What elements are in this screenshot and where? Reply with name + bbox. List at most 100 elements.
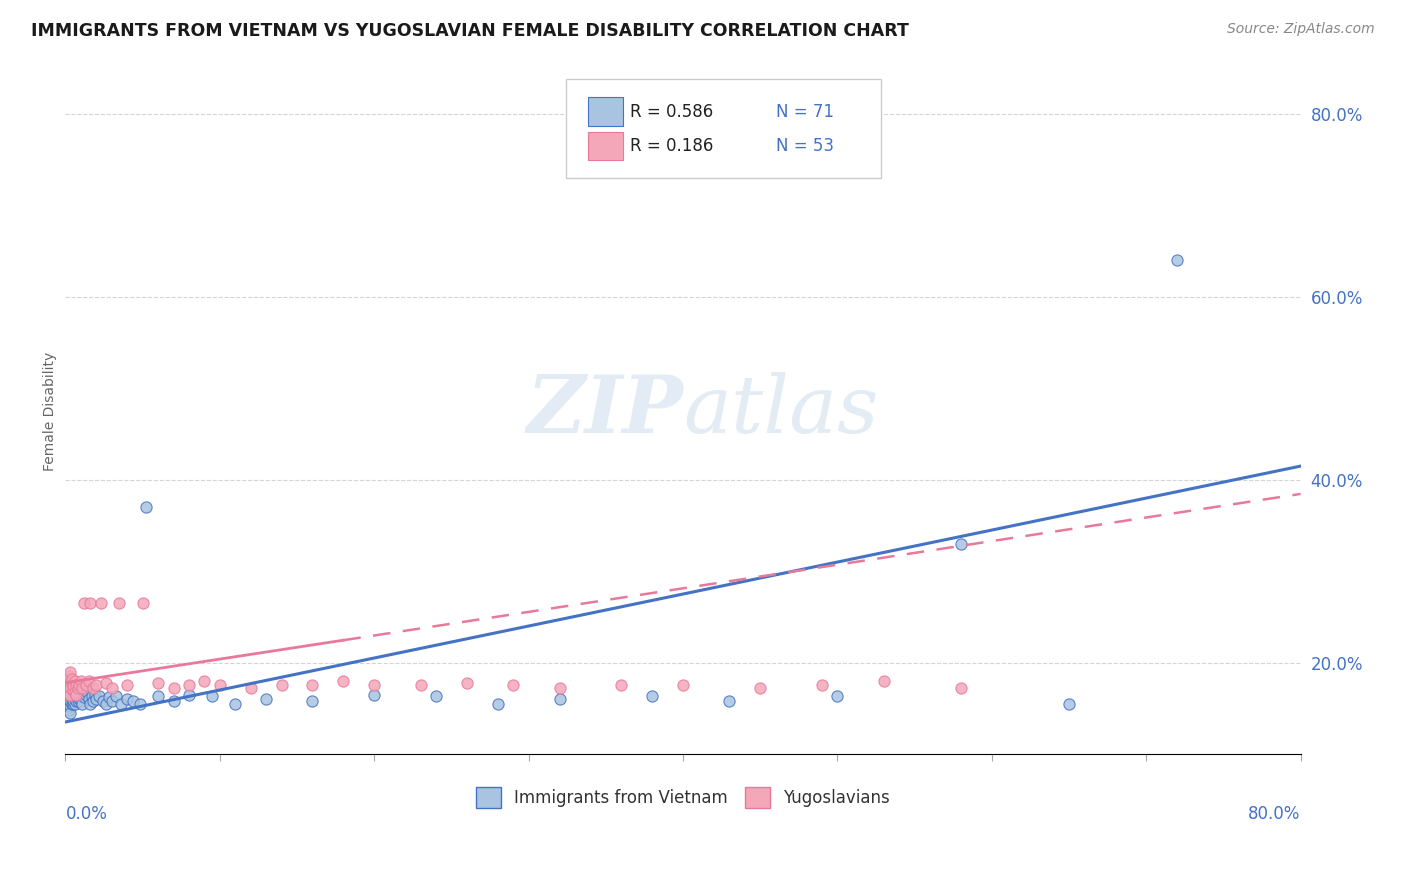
Point: [162, 681, 184, 695]
Point: [177, 688, 200, 702]
Point: [70, 688, 93, 702]
Text: 80.0%: 80.0%: [1249, 805, 1301, 823]
FancyBboxPatch shape: [588, 97, 623, 126]
Point: [548, 692, 571, 706]
Point: [80, 690, 103, 704]
Point: [254, 692, 277, 706]
Point: [873, 673, 896, 688]
Y-axis label: Female Disability: Female Disability: [44, 351, 58, 471]
Point: [548, 681, 571, 695]
Point: [135, 500, 157, 515]
Point: [56, 694, 79, 708]
Point: [97, 690, 120, 705]
Point: [224, 697, 246, 711]
Point: [718, 694, 741, 708]
Point: [115, 678, 138, 692]
Point: [332, 673, 354, 688]
Point: [72, 681, 94, 695]
Point: [63, 673, 86, 688]
Point: [65, 688, 87, 702]
Point: [1166, 253, 1188, 268]
Point: [65, 678, 87, 692]
Point: [301, 694, 323, 708]
Point: [60, 675, 83, 690]
Point: [128, 697, 150, 711]
Point: [59, 665, 82, 679]
Point: [65, 688, 87, 702]
Point: [62, 688, 84, 702]
Point: [75, 678, 97, 692]
Point: [425, 690, 447, 704]
Point: [86, 692, 108, 706]
Point: [62, 694, 84, 708]
Text: R = 0.186: R = 0.186: [630, 137, 713, 155]
Text: IMMIGRANTS FROM VIETNAM VS YUGOSLAVIAN FEMALE DISABILITY CORRELATION CHART: IMMIGRANTS FROM VIETNAM VS YUGOSLAVIAN F…: [31, 22, 908, 40]
Point: [58, 688, 80, 702]
Point: [63, 685, 86, 699]
Point: [59, 685, 82, 699]
Point: [62, 681, 84, 695]
Point: [105, 690, 128, 704]
Point: [59, 706, 82, 720]
FancyBboxPatch shape: [565, 78, 880, 178]
Point: [363, 678, 385, 692]
Point: [363, 688, 385, 702]
Point: [58, 683, 80, 698]
Point: [90, 596, 112, 610]
Point: [75, 688, 97, 702]
Point: [949, 681, 972, 695]
Point: [91, 694, 114, 708]
Point: [502, 678, 524, 692]
Point: [60, 697, 83, 711]
Point: [56, 685, 79, 699]
Text: ZIP: ZIP: [526, 373, 683, 450]
Point: [66, 690, 89, 704]
Point: [949, 537, 972, 551]
Point: [82, 681, 104, 695]
Point: [67, 692, 90, 706]
Point: [177, 678, 200, 692]
Point: [162, 694, 184, 708]
Point: [65, 694, 87, 708]
Point: [79, 697, 101, 711]
Point: [59, 688, 82, 702]
Point: [63, 697, 86, 711]
Point: [70, 694, 93, 708]
Point: [641, 690, 664, 704]
Point: [58, 697, 80, 711]
Text: Source: ZipAtlas.com: Source: ZipAtlas.com: [1227, 22, 1375, 37]
Point: [59, 681, 82, 695]
Text: R = 0.586: R = 0.586: [630, 103, 713, 120]
Point: [110, 697, 132, 711]
Point: [77, 673, 100, 688]
Point: [63, 690, 86, 704]
Point: [82, 694, 104, 708]
Point: [67, 678, 90, 692]
Text: 0.0%: 0.0%: [66, 805, 107, 823]
Point: [62, 678, 84, 692]
Point: [60, 685, 83, 699]
Point: [672, 678, 695, 692]
Point: [62, 697, 84, 711]
Point: [67, 690, 90, 704]
Point: [610, 678, 633, 692]
Point: [58, 690, 80, 705]
Text: N = 53: N = 53: [776, 137, 834, 155]
Point: [86, 678, 108, 692]
Point: [56, 683, 79, 698]
Point: [89, 690, 111, 704]
Point: [72, 697, 94, 711]
Point: [239, 681, 262, 695]
Point: [59, 699, 82, 714]
Point: [76, 685, 98, 699]
Point: [56, 688, 79, 702]
Point: [62, 683, 84, 698]
Point: [201, 690, 224, 704]
Point: [456, 675, 478, 690]
Point: [77, 692, 100, 706]
Point: [66, 694, 89, 708]
Point: [100, 681, 122, 695]
Point: [66, 681, 89, 695]
Point: [58, 675, 80, 690]
Point: [65, 685, 87, 699]
